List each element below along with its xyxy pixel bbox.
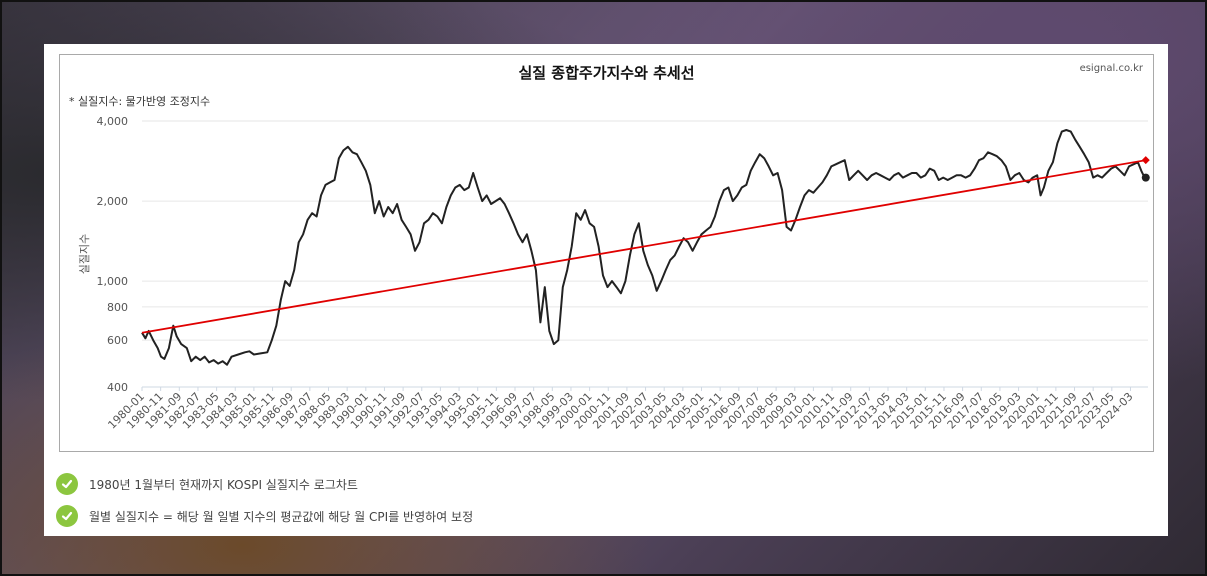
notes-list: 1980년 1월부터 현재까지 KOSPI 실질지수 로그차트 월별 실질지수 … <box>56 472 1146 536</box>
note-item: 1980년 1월부터 현재까지 KOSPI 실질지수 로그차트 <box>56 472 1146 496</box>
y-tick-label: 800 <box>107 301 128 314</box>
trend-end-marker <box>1141 156 1150 165</box>
chart-frame: 400 600 800 1,000 2,000 4,000 실질지수 1980-01 1980-… <box>59 54 1154 452</box>
y-axis-label: 실질지수 <box>78 234 91 274</box>
content-card: 400 600 800 1,000 2,000 4,000 실질지수 1980-01 1980-… <box>44 44 1168 536</box>
chart-title: 실질 종합주가지수와 추세선 <box>518 64 695 82</box>
y-tick-label: 4,000 <box>97 115 129 128</box>
check-icon <box>56 505 78 527</box>
note-text: 1980년 1월부터 현재까지 KOSPI 실질지수 로그차트 <box>89 477 358 492</box>
trend-line <box>141 159 1146 334</box>
index-end-marker <box>1141 173 1150 182</box>
note-text: 월별 실질지수 = 해당 월 일별 지수의 평균값에 해당 월 CPI를 반영하… <box>89 509 474 524</box>
chart-svg: 4006008001,0002,0004,000실질지수1980-011980-… <box>78 115 1150 432</box>
check-icon <box>56 473 78 495</box>
index-line <box>141 129 1146 366</box>
y-tick-label: 2,000 <box>97 195 129 208</box>
chart-source: esignal.co.kr <box>1079 63 1143 74</box>
y-tick-label: 400 <box>107 381 128 394</box>
y-tick-label: 1,000 <box>97 275 129 288</box>
note-item: 월별 실질지수 = 해당 월 일별 지수의 평균값에 해당 월 CPI를 반영하… <box>56 504 1146 528</box>
chart-note: * 실질지수: 물가반영 조정지수 <box>69 95 211 108</box>
y-tick-label: 600 <box>107 334 128 347</box>
